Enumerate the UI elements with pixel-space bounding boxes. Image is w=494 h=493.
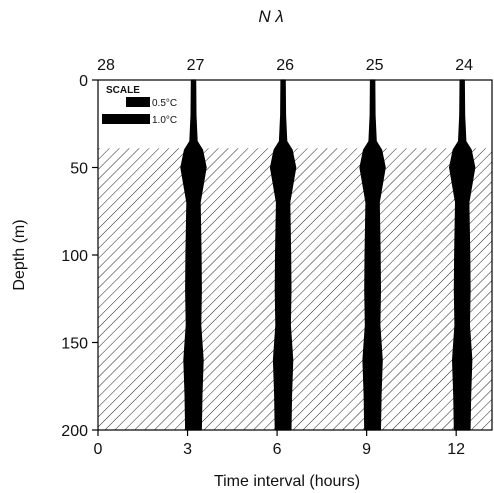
top-tick-label-4: 24 [455, 57, 473, 74]
x-axis: 0 3 6 9 12 [94, 430, 465, 458]
y-tick-label-0: 0 [79, 73, 88, 90]
x-tick-label-0: 0 [94, 441, 103, 458]
top-tick-label-1: 27 [187, 57, 205, 74]
y-tick-label-4: 200 [61, 423, 88, 440]
scale-bar-1 [102, 114, 150, 124]
shaded-region [98, 148, 492, 430]
top-tick-label-0: 28 [97, 57, 115, 74]
chart-title: N λ [258, 7, 283, 26]
top-axis: 28 27 26 25 24 [97, 57, 473, 74]
temperature-profiles [180, 79, 476, 431]
top-tick-label-3: 25 [366, 57, 384, 74]
scale-bar-0 [126, 97, 150, 107]
y-tick-label-2: 100 [61, 248, 88, 265]
scale-label-0: 0.5°C [152, 98, 177, 109]
scale-title: SCALE [106, 85, 140, 96]
x-tick-label-2: 6 [273, 441, 282, 458]
top-tick-label-2: 26 [276, 57, 294, 74]
x-tick-label-1: 3 [183, 441, 192, 458]
y-axis: 0 50 100 150 200 [61, 73, 98, 440]
scale-legend: SCALE 0.5°C 1.0°C [102, 85, 177, 126]
y-axis-label: Depth (m) [11, 219, 28, 290]
y-tick-label-1: 50 [70, 161, 88, 178]
x-tick-label-3: 9 [362, 441, 371, 458]
x-axis-label: Time interval (hours) [214, 473, 360, 490]
scale-label-1: 1.0°C [152, 115, 177, 126]
x-tick-label-4: 12 [447, 441, 465, 458]
y-tick-label-3: 150 [61, 336, 88, 353]
